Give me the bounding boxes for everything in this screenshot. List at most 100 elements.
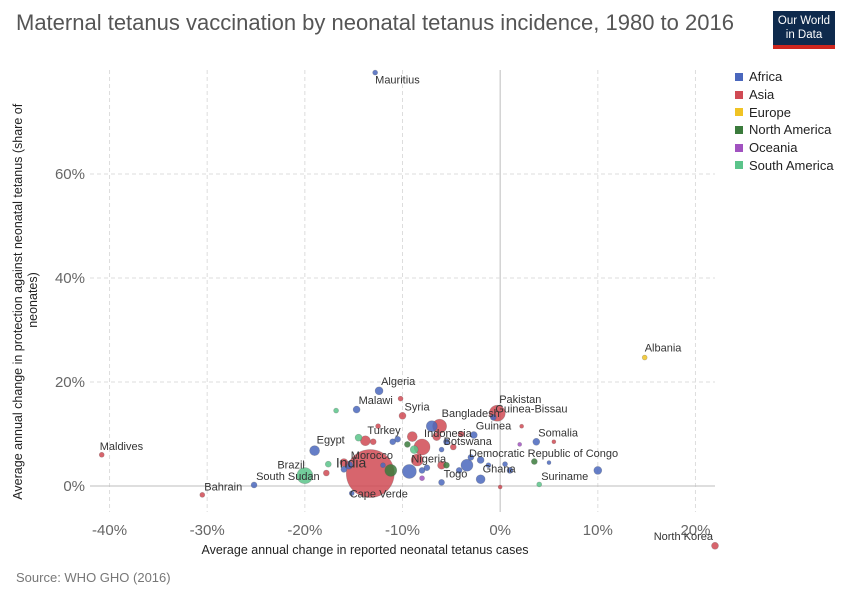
data-point[interactable] (476, 456, 485, 464)
data-point[interactable] (502, 461, 508, 467)
data-point[interactable] (419, 475, 425, 482)
data-point[interactable] (340, 466, 348, 473)
data-point[interactable] (593, 466, 603, 475)
data-point[interactable] (354, 433, 363, 442)
data-point[interactable] (352, 405, 361, 414)
x-tick-label: 0% (489, 522, 511, 539)
data-point[interactable] (250, 481, 258, 489)
legend-item[interactable]: Africa (735, 68, 834, 86)
data-point[interactable] (432, 432, 441, 441)
data-point[interactable] (457, 430, 465, 438)
point-label: Guinea (476, 421, 512, 433)
owid-logo[interactable]: Our World in Data (773, 11, 835, 49)
point-label: Malawi (359, 395, 393, 407)
data-point[interactable] (199, 492, 206, 498)
data-point[interactable] (323, 469, 330, 477)
data-point[interactable] (443, 438, 450, 446)
x-tick-label: -10% (385, 522, 420, 539)
data-point[interactable] (423, 464, 431, 472)
data-point[interactable] (506, 467, 514, 474)
data-point[interactable] (410, 453, 424, 467)
data-points (98, 69, 719, 550)
data-point[interactable] (469, 431, 478, 439)
data-point[interactable] (324, 460, 332, 468)
data-point[interactable] (536, 481, 543, 488)
data-point[interactable] (418, 467, 426, 474)
data-point[interactable] (449, 443, 457, 451)
data-point[interactable] (389, 438, 397, 446)
data-point[interactable] (375, 423, 381, 430)
data-point[interactable] (641, 354, 648, 361)
data-point[interactable] (384, 464, 398, 477)
data-point[interactable] (348, 490, 355, 497)
data-point[interactable] (551, 439, 557, 445)
point-label: Somalia (538, 427, 579, 439)
point-label: South Sudan (256, 471, 320, 483)
legend-item[interactable]: North America (735, 121, 834, 139)
y-tick-label: 20% (55, 374, 85, 391)
data-point[interactable] (475, 474, 486, 485)
legend: Africa Asia Europe North America Oceania Sout… (735, 68, 834, 174)
tick-labels: -40% -30% -20% -10% 0% 10% 20% 0% 20% 40% 60% (55, 166, 711, 539)
x-tick-label: -30% (190, 522, 225, 539)
data-point[interactable] (438, 446, 445, 453)
data-point[interactable] (443, 461, 450, 469)
data-point[interactable] (532, 437, 541, 446)
data-point[interactable] (309, 445, 320, 456)
data-point[interactable] (425, 420, 438, 433)
legend-label: Africa (749, 69, 783, 85)
data-point[interactable] (296, 467, 314, 484)
point-label: Togo (444, 468, 468, 480)
y-axis-label: Average annual change in protection agai… (11, 100, 40, 499)
data-point[interactable] (546, 460, 552, 465)
point-label: India (336, 455, 367, 471)
data-point[interactable] (380, 462, 386, 469)
data-point[interactable] (519, 423, 524, 429)
source-note[interactable]: Source: WHO GHO (2016) (16, 570, 171, 585)
data-point[interactable] (467, 454, 475, 461)
data-point[interactable] (531, 458, 538, 465)
data-point[interactable] (711, 541, 719, 550)
data-point[interactable] (333, 407, 339, 414)
point-labels: Mauritius Albania North Korea Maldives Bahra… (100, 75, 714, 543)
data-point[interactable] (372, 69, 378, 76)
data-point[interactable] (402, 464, 417, 479)
data-point[interactable] (406, 431, 418, 442)
data-point[interactable] (438, 479, 445, 486)
legend-item[interactable]: Oceania (735, 139, 834, 157)
data-point[interactable] (485, 462, 492, 469)
x-tick-label: -20% (287, 522, 322, 539)
y-tick-label: 40% (55, 270, 85, 287)
x-axis-label: Average annual change in reported neonat… (201, 543, 528, 557)
data-point[interactable] (374, 386, 384, 396)
y-tick-label: 0% (63, 478, 85, 495)
legend-item[interactable]: South America (735, 156, 834, 174)
point-label: Ghana (483, 464, 517, 476)
data-point[interactable] (517, 442, 522, 447)
y-axis-label-line-2: neonates) (26, 272, 40, 328)
legend-label: North America (749, 122, 832, 138)
point-label: Botswana (444, 436, 493, 448)
data-point[interactable] (497, 484, 503, 490)
legend-label: Asia (749, 87, 775, 103)
legend-label: Oceania (749, 140, 798, 156)
data-point[interactable] (455, 467, 463, 474)
data-point[interactable] (460, 458, 474, 472)
point-label: Pakistan (499, 394, 541, 406)
legend-swatch (735, 72, 743, 81)
legend-item[interactable]: Europe (735, 103, 834, 121)
data-point[interactable] (394, 435, 401, 443)
legend-swatch (735, 161, 743, 170)
chart-title: Maternal tetanus vaccination by neonatal… (16, 10, 734, 35)
x-tick-label: -40% (92, 522, 127, 539)
data-point[interactable] (398, 411, 407, 420)
data-point[interactable] (98, 451, 105, 458)
data-point[interactable] (409, 445, 419, 454)
point-label: Bangladesh (442, 408, 500, 420)
data-point[interactable] (397, 395, 404, 402)
data-point[interactable] (369, 438, 377, 446)
data-point[interactable] (490, 414, 497, 421)
legend-item[interactable]: Asia (735, 86, 834, 104)
data-point[interactable] (404, 441, 411, 448)
